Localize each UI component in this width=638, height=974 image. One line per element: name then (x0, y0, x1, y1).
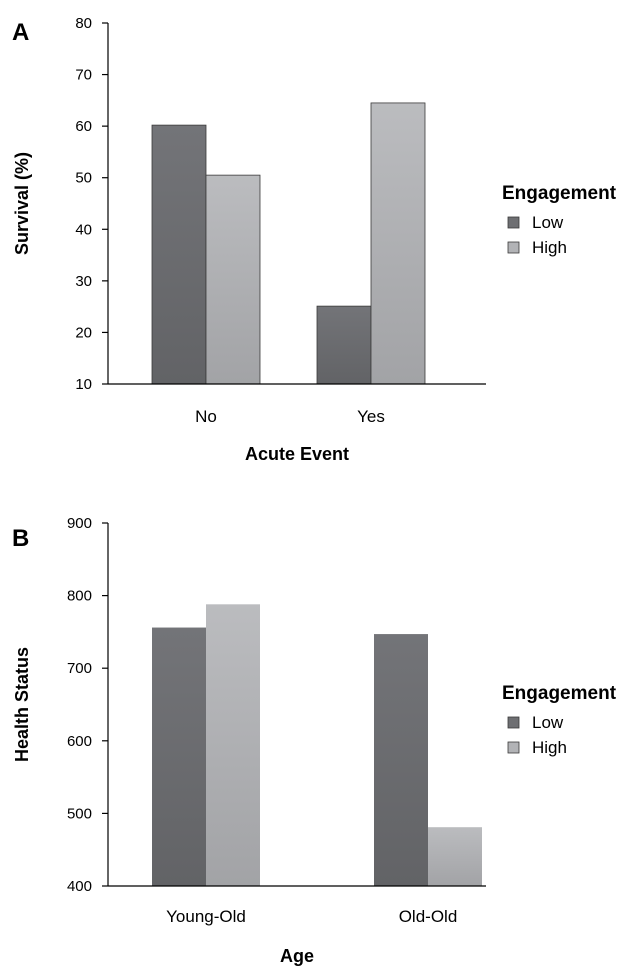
chart-a-y-tick-label: 30 (75, 273, 92, 290)
chart-b-bar-high-young-old (206, 604, 260, 886)
chart-a-legend-label-low: Low (532, 213, 564, 232)
chart-a-y-axis-title: Survival (%) (12, 152, 32, 255)
chart-a-panel-label: A (12, 19, 29, 46)
chart-a-legend-title: Engagement (502, 183, 617, 204)
chart-b-x-axis-title: Age (280, 946, 314, 966)
chart-b-legend-swatch-high (507, 741, 520, 754)
chart-b-bar-high-old-old (428, 827, 482, 886)
chart-b-category-label: Old-Old (399, 907, 458, 926)
chart-a-legend-swatch-low (507, 216, 520, 229)
chart-b-bar-low-old-old (374, 634, 428, 886)
chart-b-y-tick-label: 400 (67, 878, 92, 895)
chart-a-legend-swatch-high (507, 241, 520, 254)
chart-b-legend-label-high: High (532, 738, 567, 757)
chart-b-legend-swatch-low (507, 716, 520, 729)
chart-a-bar-low-no (151, 124, 207, 385)
chart-a-y-tick-label: 50 (75, 170, 92, 187)
chart-a-category-label: No (195, 407, 217, 426)
chart-a-y-tick-label: 20 (75, 324, 92, 341)
chart-a-y-tick-label: 10 (75, 376, 92, 393)
chart-a-bar-low-yes (316, 305, 372, 385)
chart-b-bar-low-young-old (152, 627, 206, 886)
chart-a-category-label: Yes (357, 407, 385, 426)
chart-b-y-tick-label: 500 (67, 805, 92, 822)
chart-b-y-axis-title: Health Status (12, 647, 32, 762)
chart-a-bar-high-yes (370, 102, 426, 385)
chart-a-y-tick-label: 70 (75, 67, 92, 84)
chart-a-bar-high-no (205, 174, 261, 385)
chart-a-y-tick-label: 40 (75, 221, 92, 238)
chart-b-legend-title: Engagement (502, 683, 617, 704)
chart-b-y-tick-label: 600 (67, 733, 92, 750)
chart-b-y-tick-label: 800 (67, 588, 92, 605)
chart-a-y-tick-label: 80 (75, 15, 92, 32)
chart-a-y-tick-label: 60 (75, 118, 92, 135)
chart-b-category-label: Young-Old (166, 907, 246, 926)
chart-b-y-tick-label: 700 (67, 660, 92, 677)
chart-b-y-tick-label: 900 (67, 515, 92, 532)
chart-a-legend-label-high: High (532, 238, 567, 257)
chart-a-x-axis-title: Acute Event (245, 444, 349, 464)
chart-b-panel-label: B (12, 525, 29, 552)
chart-b-legend-label-low: Low (532, 713, 564, 732)
